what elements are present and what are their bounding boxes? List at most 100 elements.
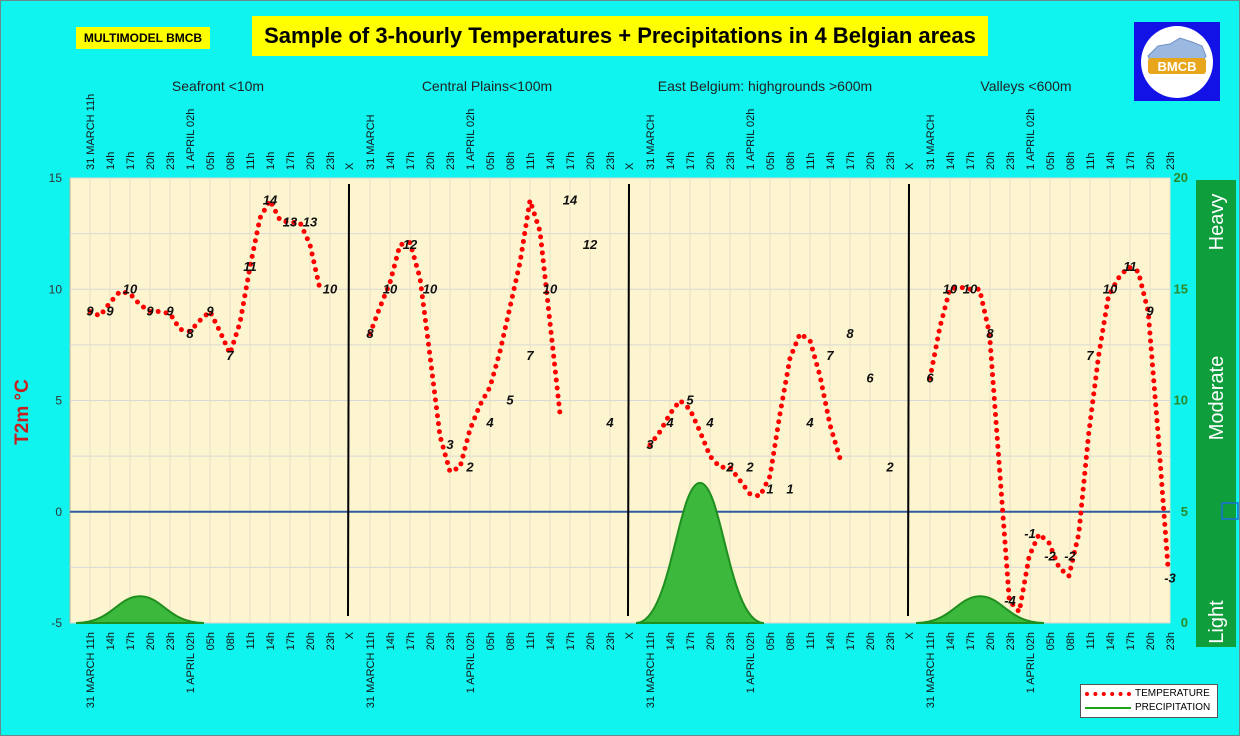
data-label: 9 <box>106 304 114 319</box>
x-tick-label: 14h <box>945 632 957 650</box>
legend-swatch-precipitation <box>1085 707 1131 709</box>
y-axis-label: T2m °C <box>12 379 33 445</box>
top-tick-label: 20h <box>865 152 877 170</box>
region-label: Central Plains<100m <box>422 78 552 94</box>
top-tick-label: 20h <box>305 152 317 170</box>
data-label: 8 <box>846 326 854 341</box>
data-label: 9 <box>86 304 94 319</box>
top-tick-label: 17h <box>405 152 417 170</box>
x-tick-label: 23h <box>885 632 897 650</box>
x-tick-label: 20h <box>585 632 597 650</box>
top-tick-label: 17h <box>125 152 137 170</box>
x-tick-label: 11h <box>805 632 817 650</box>
x-tick-label: 11h <box>245 632 257 650</box>
x-separator-label: X <box>344 631 356 639</box>
top-tick-label: 08h <box>1065 152 1077 170</box>
x-tick-label: 1 APRIL 02h <box>1025 632 1037 693</box>
top-tick-label: 11h <box>805 152 817 170</box>
y2-tick-label: 0 <box>1181 615 1188 630</box>
region-label: East Belgium: highgrounds >600m <box>658 78 872 94</box>
top-tick-label: 05h <box>205 152 217 170</box>
region-separator <box>347 183 350 617</box>
data-label: 10 <box>383 281 398 296</box>
x-tick-label: 17h <box>565 632 577 650</box>
y2-tick-label: 5 <box>1181 504 1188 519</box>
temperature-line <box>367 199 563 476</box>
x-tick-label: 17h <box>125 632 137 650</box>
precipitation-area <box>75 595 205 624</box>
intensity-marker <box>1221 502 1239 520</box>
x-separator-label: X <box>904 631 916 639</box>
x-tick-label: 31 MARCH 11h <box>645 632 657 708</box>
x-tick-label: 14h <box>665 632 677 650</box>
data-label: 14 <box>563 192 578 207</box>
data-label: 13 <box>283 215 298 230</box>
x-tick-label: 05h <box>485 632 497 650</box>
data-label: 6 <box>866 370 874 385</box>
x-tick-label: 23h <box>725 632 737 650</box>
top-tick-label: 14h <box>105 152 117 170</box>
data-label: 10 <box>1103 281 1118 296</box>
top-tick-label: 20h <box>145 152 157 170</box>
top-tick-label: 05h <box>1045 152 1057 170</box>
top-tick-label: 08h <box>505 152 517 170</box>
data-label: 10 <box>323 281 338 296</box>
top-tick-label: 1 APRIL 02h <box>465 109 477 170</box>
top-tick-label: 31 MARCH 11h <box>85 94 97 170</box>
top-tick-label: 23h <box>1005 152 1017 170</box>
x-tick-label: 20h <box>425 632 437 650</box>
data-label: 14 <box>263 192 278 207</box>
data-label: 11 <box>243 259 257 274</box>
y-tick-label: 15 <box>49 171 63 185</box>
bmcb-logo-graphic: BMCB <box>1141 26 1213 98</box>
legend-swatch-temperature <box>1085 692 1131 696</box>
data-label: -4 <box>1004 593 1016 608</box>
x-tick-label: 31 MARCH 11h <box>85 632 97 708</box>
chart-title: Sample of 3-hourly Temperatures + Precip… <box>252 16 988 56</box>
x-tick-label: 08h <box>785 632 797 650</box>
top-tick-label: 14h <box>825 152 837 170</box>
top-tick-label: 17h <box>1125 152 1137 170</box>
top-tick-label: 23h <box>725 152 737 170</box>
x-tick-label: 14h <box>105 632 117 650</box>
top-tick-label: 11h <box>525 152 537 170</box>
x-tick-label: 1 APRIL 02h <box>185 632 197 693</box>
top-tick-label: 14h <box>265 152 277 170</box>
precipitation-area <box>635 481 765 624</box>
top-tick-label: 17h <box>965 152 977 170</box>
data-label: 8 <box>186 326 194 341</box>
data-label: 3 <box>446 437 454 452</box>
x-tick-label: 05h <box>1045 632 1057 650</box>
data-label: 5 <box>506 393 514 408</box>
x-tick-label: 23h <box>1165 632 1177 650</box>
top-tick-label: 23h <box>1165 152 1177 170</box>
y-tick-label: 5 <box>55 394 62 408</box>
x-tick-label: 11h <box>1085 632 1097 650</box>
top-tick-label: 31 MARCH <box>365 114 377 170</box>
legend-label-temperature: TEMPERATURE <box>1135 688 1210 699</box>
x-tick-label: 20h <box>865 632 877 650</box>
top-tick-label: 05h <box>485 152 497 170</box>
y-tick-label: 10 <box>49 282 63 296</box>
x-tick-label: 17h <box>845 632 857 650</box>
x-tick-label: 23h <box>445 632 457 650</box>
top-tick-label: 1 APRIL 02h <box>745 109 757 170</box>
y2-tick-label: 15 <box>1174 281 1188 296</box>
data-label: 9 <box>166 304 174 319</box>
bmcb-logo: BMCB <box>1134 22 1220 101</box>
data-label: 4 <box>665 415 674 430</box>
temperature-line <box>87 194 323 361</box>
x-tick-label: 20h <box>145 632 157 650</box>
x-tick-label: 17h <box>1125 632 1137 650</box>
precipitation-area <box>915 595 1045 624</box>
data-label: 7 <box>826 348 834 363</box>
top-tick-label: 20h <box>425 152 437 170</box>
top-tick-label: 17h <box>845 152 857 170</box>
x-tick-label: 05h <box>205 632 217 650</box>
data-label: 7 <box>526 348 534 363</box>
data-label: 12 <box>403 237 418 252</box>
data-label: 2 <box>725 459 734 474</box>
x-tick-label: 23h <box>1005 632 1017 650</box>
legend-label-precipitation: PRECIPITATION <box>1135 702 1211 713</box>
